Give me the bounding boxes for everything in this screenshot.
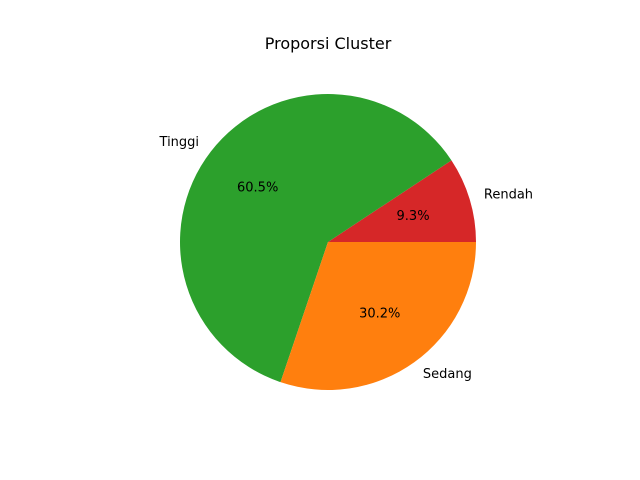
- pie-slice-sedang: [280, 242, 476, 391]
- slice-percent-sedang: 30.2%: [359, 307, 400, 322]
- pie-labels: Rendah 9.3% Tinggi 60.5% Sedang 30.2%: [159, 135, 534, 382]
- slice-percent-tinggi: 60.5%: [237, 180, 278, 195]
- slice-percent-rendah: 9.3%: [397, 209, 430, 224]
- chart-title: Proporsi Cluster: [265, 34, 392, 53]
- slice-label-rendah: Rendah: [484, 188, 533, 203]
- pie-slices: [180, 94, 476, 391]
- slice-label-tinggi: Tinggi: [159, 135, 200, 150]
- pie-slice-tinggi: [180, 94, 452, 383]
- slice-label-sedang: Sedang: [423, 367, 472, 382]
- pie-slice-rendah: [328, 160, 476, 242]
